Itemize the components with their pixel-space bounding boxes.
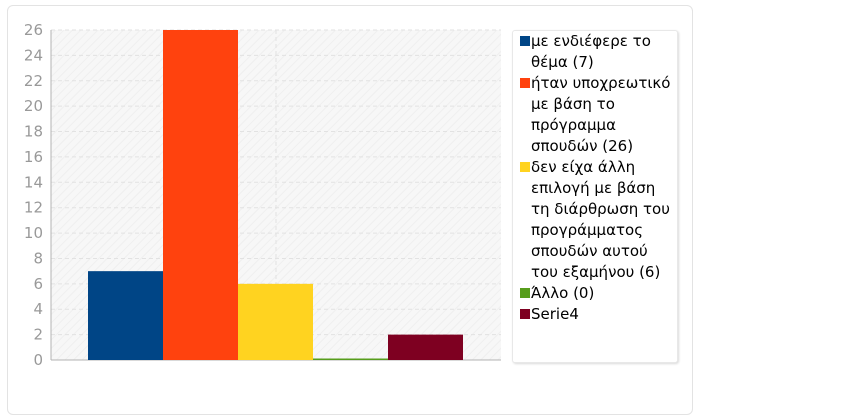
y-tick-label: 12 (24, 199, 43, 217)
legend-item-series-5: Serie4 (513, 304, 677, 325)
y-tick-label: 0 (33, 351, 43, 369)
y-tick-label: 18 (24, 123, 43, 141)
bar-series-5 (388, 334, 463, 360)
bar-series-1 (88, 271, 163, 360)
y-tick-label: 24 (24, 46, 43, 64)
legend-label-1: με ενδιέφερε το θέμα (7) (531, 32, 651, 71)
legend-item-series-3: δεν είχα άλλη επιλογή με βάση τη διάρθρω… (513, 157, 677, 283)
legend-label-2: ήταν υποχρεωτικό με βάση το πρόγραμμα σπ… (531, 74, 671, 155)
y-tick-label: 22 (24, 72, 43, 90)
y-tick-label: 6 (33, 275, 43, 293)
bar-series-4 (313, 358, 388, 360)
y-tick-label: 16 (24, 148, 43, 166)
legend-label-3: δεν είχα άλλη επιλογή με βάση τη διάρθρω… (531, 158, 670, 281)
legend-item-series-4: Άλλο (0) (513, 283, 677, 304)
y-tick-label: 14 (24, 173, 43, 191)
legend-swatch-4 (520, 288, 530, 298)
legend-swatch-3 (520, 162, 530, 172)
legend-swatch-5 (520, 309, 530, 319)
legend-swatch-2 (520, 78, 530, 88)
y-tick-label: 2 (33, 326, 43, 344)
bar-series-2 (163, 30, 238, 360)
legend-item-series-2: ήταν υποχρεωτικό με βάση το πρόγραμμα σπ… (513, 73, 677, 157)
legend-label-5: Serie4 (531, 305, 579, 323)
legend: με ενδιέφερε το θέμα (7) ήταν υποχρεωτικ… (512, 30, 678, 363)
y-tick-label: 4 (33, 300, 43, 318)
y-tick-label: 8 (33, 249, 43, 267)
y-tick-label: 26 (24, 21, 43, 39)
y-tick-label: 20 (24, 97, 43, 115)
legend-swatch-1 (520, 36, 530, 46)
legend-item-series-1: με ενδιέφερε το θέμα (7) (513, 31, 677, 73)
y-tick-label: 10 (24, 224, 43, 242)
legend-label-4: Άλλο (0) (531, 284, 595, 302)
bar-series-3 (238, 283, 313, 360)
